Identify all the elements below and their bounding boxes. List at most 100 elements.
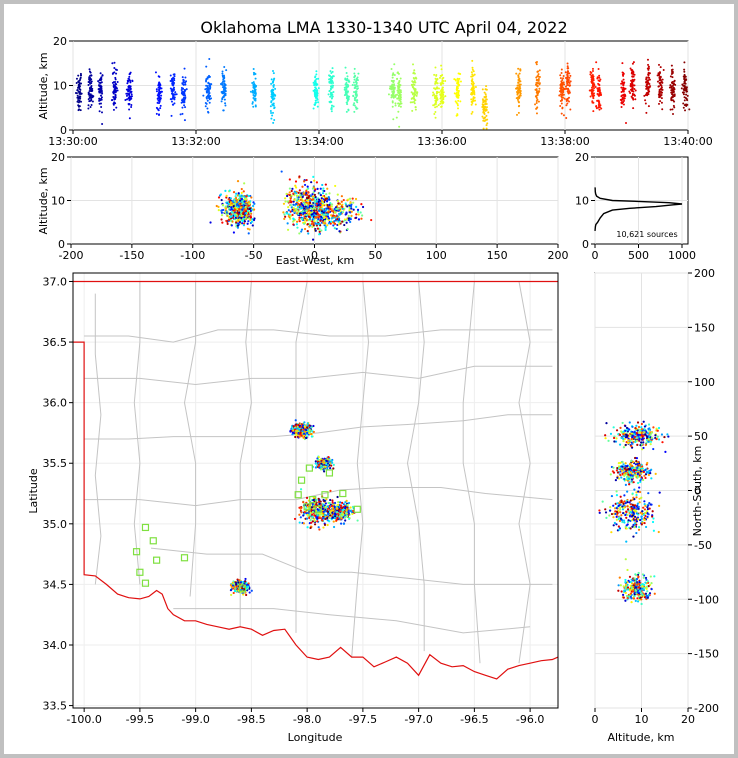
source-point	[100, 87, 103, 90]
source-point	[206, 107, 209, 110]
source-point	[77, 90, 80, 93]
source-point	[334, 514, 337, 518]
source-point	[519, 92, 522, 95]
source-point	[297, 210, 300, 213]
source-point	[222, 74, 225, 77]
source-point	[648, 72, 651, 75]
source-point	[399, 97, 402, 100]
source-point	[242, 224, 246, 227]
source-point	[398, 103, 401, 106]
source-point	[76, 94, 79, 97]
source-point	[415, 94, 418, 97]
source-point	[413, 72, 416, 75]
source-point	[441, 86, 444, 89]
stroke-group	[179, 67, 188, 122]
source-point	[221, 70, 224, 73]
source-point	[88, 96, 91, 99]
source-point	[434, 116, 437, 119]
source-point	[516, 84, 519, 87]
source-point	[217, 205, 220, 208]
source-point	[568, 76, 571, 79]
source-point	[657, 63, 660, 66]
source-point	[90, 88, 93, 91]
source-point	[629, 67, 632, 70]
source-point	[325, 459, 328, 462]
source-point	[535, 97, 538, 100]
source-point	[347, 501, 351, 505]
source-point	[205, 80, 208, 83]
source-point	[312, 430, 315, 434]
source-point	[319, 500, 322, 503]
source-point	[88, 68, 91, 71]
source-point	[79, 95, 82, 98]
source-point	[646, 84, 649, 87]
source-point	[685, 93, 688, 96]
source-point	[566, 90, 569, 93]
source-point	[632, 80, 635, 83]
source-point	[672, 112, 675, 115]
source-point	[316, 94, 319, 97]
source-point	[569, 84, 572, 87]
source-point	[598, 74, 601, 77]
source-point	[436, 82, 439, 85]
source-point	[202, 94, 205, 97]
source-point	[313, 179, 316, 182]
source-point	[299, 516, 302, 519]
source-point	[236, 226, 240, 229]
source-point	[298, 218, 301, 221]
source-point	[648, 78, 651, 81]
source-point	[349, 509, 352, 512]
source-point	[356, 87, 359, 90]
source-point	[346, 99, 349, 102]
source-point	[205, 91, 208, 94]
source-point	[330, 464, 333, 467]
source-point	[335, 507, 338, 510]
source-point	[301, 185, 304, 188]
source-point	[310, 213, 313, 216]
source-point	[345, 211, 348, 214]
source-point	[561, 82, 564, 85]
source-point	[566, 81, 569, 84]
source-point	[298, 521, 301, 524]
source-point	[658, 88, 661, 91]
stroke-group	[680, 61, 691, 112]
source-point	[295, 433, 298, 437]
source-point	[294, 180, 298, 183]
source-point	[284, 200, 287, 203]
stroke-group	[594, 61, 603, 111]
source-point	[515, 90, 518, 93]
source-point	[317, 223, 320, 226]
source-point	[89, 105, 92, 108]
p2-y-tick-label: 0	[58, 238, 65, 251]
source-point	[305, 178, 308, 182]
source-point	[280, 170, 283, 173]
source-point	[253, 202, 256, 205]
source-point	[324, 183, 327, 186]
source-point	[88, 78, 91, 81]
source-point	[346, 228, 349, 231]
source-point	[569, 108, 572, 111]
source-point	[391, 76, 394, 79]
source-point	[483, 106, 486, 109]
source-point	[247, 232, 250, 235]
source-point	[181, 106, 184, 109]
source-point	[290, 194, 293, 197]
source-point	[330, 110, 333, 113]
figure: Oklahoma LMA 1330-1340 UTC April 04, 202…	[4, 4, 734, 754]
source-point	[518, 72, 521, 75]
source-point	[413, 102, 416, 105]
source-point	[284, 215, 287, 218]
stroke-group	[269, 70, 277, 124]
source-point	[183, 90, 186, 93]
source-point	[350, 207, 353, 210]
source-point	[434, 88, 437, 91]
source-point	[113, 66, 116, 69]
source-point	[668, 86, 671, 89]
source-point	[229, 219, 233, 222]
source-point	[670, 97, 673, 100]
source-point	[306, 223, 309, 226]
source-point	[455, 94, 458, 97]
source-point	[222, 78, 225, 81]
source-point	[298, 428, 301, 432]
source-point	[236, 215, 239, 218]
